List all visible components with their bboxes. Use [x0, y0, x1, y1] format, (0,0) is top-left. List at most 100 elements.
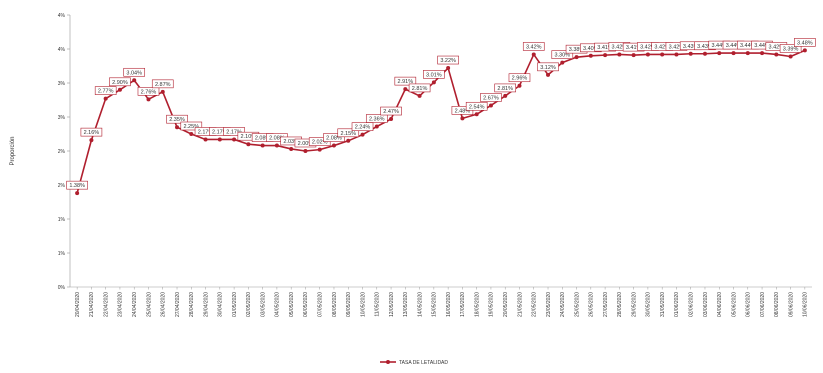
legend: TASA DE LETALIDAD	[380, 360, 448, 366]
data-label-text: 2.17%	[226, 129, 242, 135]
data-label-text: 3.38%	[569, 47, 585, 53]
x-tick-label: 29/05/2020	[631, 292, 637, 317]
y-tick-label: 4%	[58, 47, 66, 53]
data-label: 2.08%	[323, 133, 345, 142]
x-tick-label: 08/05/2020	[332, 292, 338, 317]
x-tick-label: 17/05/2020	[460, 292, 466, 317]
data-point	[645, 52, 650, 57]
x-tick-label: 27/05/2020	[603, 292, 609, 317]
data-point	[346, 138, 351, 143]
data-label-text: 2.10%	[241, 134, 257, 140]
data-point	[274, 143, 279, 148]
data-point	[317, 147, 322, 152]
data-point	[132, 78, 137, 83]
data-label-text: 2.08%	[269, 136, 285, 142]
y-tick-label: 1%	[58, 251, 66, 257]
x-tick-label: 01/05/2020	[232, 292, 238, 317]
x-tick-label: 28/05/2020	[617, 292, 623, 317]
data-label-box	[423, 70, 445, 79]
data-label-text: 2.54%	[469, 104, 485, 110]
data-label-text: 3.04%	[126, 70, 142, 76]
data-point	[189, 132, 194, 136]
x-tick-label: 02/06/2020	[689, 292, 695, 317]
data-label: 2.17%	[223, 127, 245, 136]
x-tick-label: 21/04/2020	[89, 292, 95, 317]
data-label-text: 3.42%	[526, 44, 542, 50]
data-point	[660, 52, 665, 57]
x-tick-label: 09/06/2020	[788, 292, 794, 317]
data-label-text: 3.01%	[426, 72, 442, 78]
data-label: 2.96%	[508, 73, 531, 83]
data-label-text: 3.41%	[597, 45, 613, 51]
data-label: 2.81%	[494, 83, 517, 93]
data-point	[75, 191, 80, 196]
data-label-text: 3.42%	[612, 44, 628, 50]
data-label-box	[94, 86, 117, 95]
x-tick-label: 21/05/2020	[517, 292, 523, 317]
data-label: 3.39%	[779, 44, 802, 53]
x-tick-label: 06/05/2020	[303, 292, 309, 317]
data-label-text: 2.35%	[169, 117, 185, 123]
data-point	[731, 51, 736, 56]
data-point	[103, 96, 108, 101]
data-point	[89, 138, 94, 143]
x-tick-label: 22/04/2020	[103, 292, 109, 317]
data-label-text: 3.44%	[754, 43, 770, 49]
data-label-text: 2.48%	[455, 108, 471, 114]
data-label-text: 2.90%	[112, 80, 128, 86]
y-tick-label: 3%	[58, 115, 66, 121]
y-tick-label: 4%	[58, 13, 66, 19]
data-point	[588, 53, 593, 58]
data-point	[531, 52, 536, 57]
data-label: 2.25%	[180, 121, 203, 131]
y-tick-label: 2%	[58, 149, 66, 155]
data-label: 2.91%	[394, 76, 417, 86]
x-tick-label: 07/06/2020	[760, 292, 766, 317]
data-label: 3.12%	[537, 62, 559, 72]
data-point	[160, 89, 165, 94]
x-tick-label: 22/05/2020	[532, 292, 538, 317]
x-tick-label: 02/05/2020	[246, 292, 252, 317]
data-point	[331, 143, 336, 148]
x-tick-label: 30/04/2020	[218, 292, 224, 317]
data-label-text: 2.77%	[98, 89, 114, 95]
x-tick-label: 05/05/2020	[289, 292, 295, 317]
data-label-text: 3.42%	[769, 44, 785, 50]
x-tick-label: 14/05/2020	[417, 292, 423, 317]
y-tick-label: 3%	[58, 81, 66, 87]
data-label-box	[109, 77, 131, 87]
data-label: 2.77%	[94, 86, 117, 95]
data-label: 3.01%	[423, 70, 445, 79]
data-point	[603, 53, 608, 58]
data-point	[403, 87, 408, 92]
x-tick-label: 26/04/2020	[161, 292, 167, 317]
data-label-text: 2.08%	[326, 136, 342, 142]
data-label-box	[351, 122, 374, 131]
data-point	[360, 132, 365, 137]
data-label: 3.48%	[794, 38, 816, 47]
data-label-text: 2.16%	[84, 130, 100, 136]
x-tick-label: 01/06/2020	[674, 292, 680, 317]
data-label-text: 3.43%	[683, 44, 699, 50]
data-point	[374, 124, 379, 129]
x-tick-label: 29/04/2020	[203, 292, 209, 317]
x-tick-label: 16/05/2020	[446, 292, 452, 317]
data-label-box	[166, 114, 188, 124]
data-point	[560, 60, 565, 65]
data-point	[175, 125, 180, 130]
data-label-box	[80, 127, 103, 137]
x-tick-label: 24/04/2020	[132, 292, 138, 317]
data-label-text: 3.42%	[669, 44, 685, 50]
data-point	[617, 52, 622, 57]
x-tick-label: 09/05/2020	[346, 292, 352, 317]
x-tick-label: 25/04/2020	[146, 292, 152, 317]
data-point	[146, 97, 151, 102]
x-tick-label: 23/05/2020	[546, 292, 552, 317]
series-points	[75, 48, 807, 196]
data-label: 3.30%	[551, 50, 574, 59]
data-label: 3.04%	[123, 67, 146, 77]
data-point	[417, 93, 422, 98]
x-tick-label: 20/04/2020	[75, 292, 81, 317]
data-label-box	[180, 121, 203, 131]
